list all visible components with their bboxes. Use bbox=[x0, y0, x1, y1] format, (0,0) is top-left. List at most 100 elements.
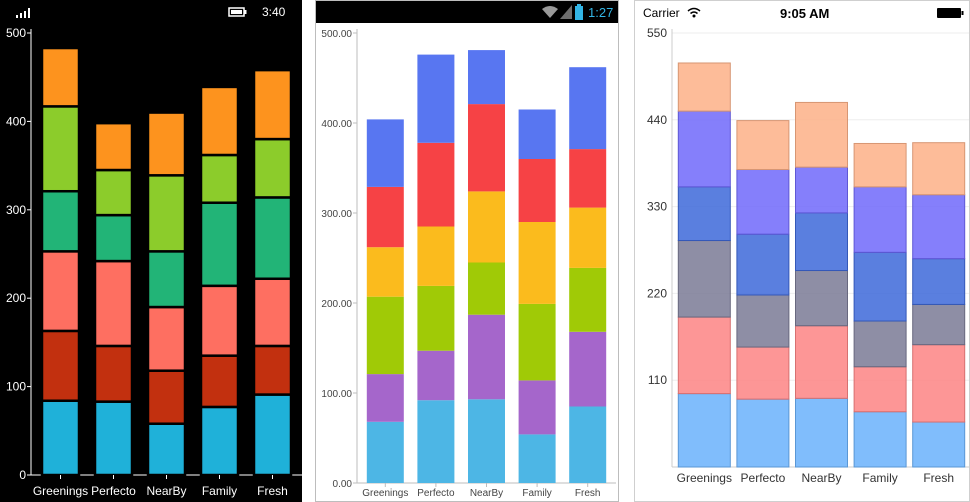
bar-segment bbox=[252, 393, 293, 477]
ios-carrier: Carrier bbox=[643, 6, 680, 20]
bar-segment bbox=[93, 344, 134, 403]
bar-segment bbox=[518, 159, 556, 222]
x-tick-label: Greenings bbox=[677, 471, 732, 485]
y-tick-label: 500.00 bbox=[321, 29, 352, 40]
android-stacked-bar-chart: 0.00 100.00 200.00 300.00 400.00 500.00 Greeni… bbox=[321, 29, 616, 499]
bar-segment bbox=[199, 85, 240, 157]
x-tick-label: Fresh bbox=[923, 471, 954, 485]
bar-segment bbox=[736, 233, 790, 296]
bar-segment bbox=[93, 259, 134, 348]
bar-segment bbox=[677, 316, 731, 395]
bar-segment bbox=[677, 110, 731, 188]
y-tick-label: 100.00 bbox=[321, 389, 352, 400]
bar-segment bbox=[366, 421, 404, 483]
bar-segment bbox=[912, 194, 966, 260]
bar-segment bbox=[795, 212, 848, 272]
bar-segment bbox=[199, 354, 240, 409]
bar-segment bbox=[93, 400, 134, 477]
android-clock: 1:27 bbox=[588, 5, 614, 20]
bar-segment bbox=[366, 374, 404, 422]
wifi-icon bbox=[542, 6, 558, 18]
bar-segment bbox=[146, 250, 187, 309]
signal-icon bbox=[16, 8, 30, 18]
bar-segment bbox=[40, 250, 81, 333]
bar-segment bbox=[40, 189, 81, 253]
bar-segment bbox=[795, 270, 848, 327]
ios-stacked-bar-chart: 110 220 330 440 550 Greenings Perfecto NearBy Fa… bbox=[647, 26, 969, 485]
bar-segment bbox=[146, 305, 187, 372]
y-tick-label: 0 bbox=[19, 468, 26, 482]
x-tick-label: Fresh bbox=[575, 488, 601, 499]
y-tick-label: 400.00 bbox=[321, 119, 352, 130]
x-tick-label: Greenings bbox=[33, 484, 88, 498]
bar-segment bbox=[853, 411, 907, 468]
bar-segment bbox=[569, 406, 607, 483]
bar-segment bbox=[199, 153, 240, 204]
bar-segment bbox=[146, 174, 187, 253]
bar-segment bbox=[366, 296, 404, 375]
bar-segment bbox=[417, 350, 455, 401]
bar-segment bbox=[366, 119, 404, 187]
bar-segment bbox=[736, 398, 790, 468]
bar-segment bbox=[518, 380, 556, 435]
bar-segment bbox=[366, 247, 404, 297]
y-tick-label: 100 bbox=[6, 380, 26, 394]
bar-segment bbox=[569, 149, 607, 208]
android-status-bar: 1:27 bbox=[316, 1, 618, 23]
bar-segment bbox=[795, 101, 848, 168]
bar-segment bbox=[93, 121, 134, 172]
ios-phone-panel: Carrier 9:05 AM 110 220 330 440 550 Greenings… bbox=[634, 0, 970, 502]
x-tick-label: Family bbox=[522, 488, 551, 499]
bar-segment bbox=[417, 285, 455, 351]
bar-segment bbox=[853, 251, 907, 322]
y-tick-label: 300 bbox=[6, 203, 26, 217]
windows-stacked-bar-chart: 0 100 200 300 400 500 Greenings Perfecto NearBy F… bbox=[6, 26, 302, 498]
bar-segment bbox=[736, 346, 790, 400]
bar-segment bbox=[569, 331, 607, 407]
bar-segment bbox=[912, 303, 966, 346]
windows-clock: 3:40 bbox=[262, 5, 286, 19]
bar-segment bbox=[199, 284, 240, 357]
bar-segment bbox=[912, 344, 966, 423]
bar-segment bbox=[146, 422, 187, 477]
bar-segment bbox=[417, 400, 455, 483]
bar-segment bbox=[468, 191, 505, 263]
x-tick-label: Perfecto bbox=[417, 488, 455, 499]
bar-segment bbox=[468, 262, 505, 315]
y-tick-label: 440 bbox=[647, 113, 667, 127]
bar-segment bbox=[468, 50, 505, 105]
signal-icon bbox=[560, 5, 572, 19]
y-tick-label: 110 bbox=[648, 373, 667, 387]
x-tick-label: NearBy bbox=[801, 471, 841, 485]
bar-segment bbox=[569, 267, 607, 332]
bar-segment bbox=[199, 201, 240, 288]
bar-segment bbox=[677, 62, 731, 112]
bar-segment bbox=[40, 46, 81, 108]
bar-segment bbox=[853, 320, 907, 368]
x-tick-label: NearBy bbox=[146, 484, 186, 498]
bar-segment bbox=[252, 344, 293, 396]
x-tick-label: Perfecto bbox=[91, 484, 136, 498]
bar-segment bbox=[518, 109, 556, 159]
y-tick-label: 330 bbox=[647, 200, 667, 214]
bar-segment bbox=[677, 393, 731, 468]
bar-segment bbox=[252, 137, 293, 199]
x-tick-label: Greenings bbox=[362, 488, 408, 499]
bar-segment bbox=[40, 399, 81, 477]
x-tick-label: Family bbox=[862, 471, 897, 485]
x-tick-label: Family bbox=[202, 484, 237, 498]
bar-segment bbox=[518, 434, 556, 483]
windows-status-bar: 3:40 bbox=[0, 0, 302, 24]
ios-clock: 9:05 AM bbox=[780, 6, 830, 21]
bar-segment bbox=[468, 399, 505, 483]
bar-segment bbox=[677, 186, 731, 242]
bar-segment bbox=[795, 166, 848, 214]
y-tick-label: 300.00 bbox=[321, 209, 352, 220]
bar-segment bbox=[93, 168, 134, 217]
bar-segment bbox=[853, 366, 907, 413]
bar-segment bbox=[853, 142, 907, 188]
x-tick-label: Fresh bbox=[257, 484, 288, 498]
y-tick-label: 400 bbox=[6, 114, 26, 128]
bar-segment bbox=[853, 186, 907, 253]
bar-segment bbox=[252, 196, 293, 281]
